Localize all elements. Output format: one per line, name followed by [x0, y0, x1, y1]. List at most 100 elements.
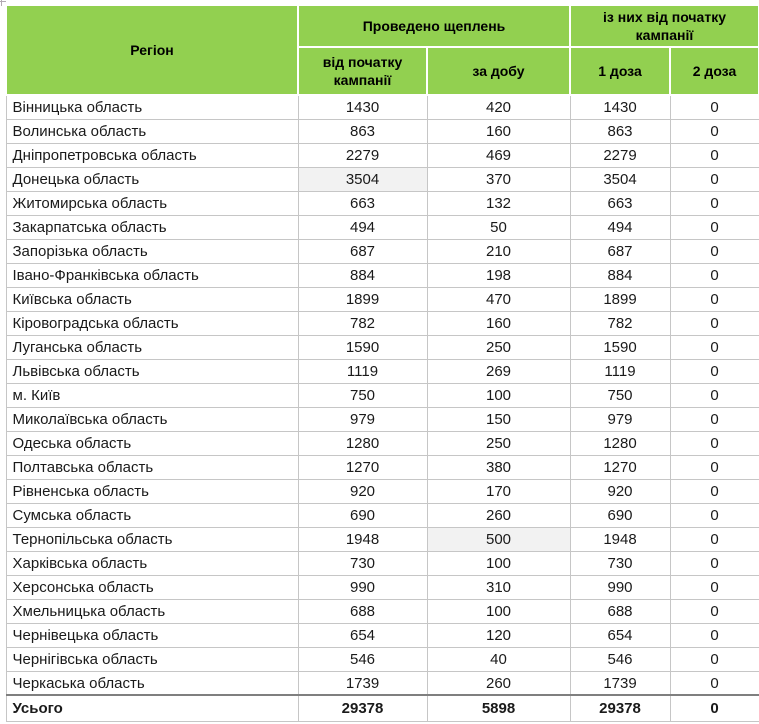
- vaccination-table-container: Регіон Проведено щеплень із них від поча…: [5, 3, 759, 722]
- value-cell-per-day: 260: [426, 502, 571, 528]
- region-cell: Сумська область: [5, 502, 299, 528]
- column-group-since-campaign-start: із них від початку кампанії: [568, 3, 759, 49]
- value-cell-dose-2: 0: [669, 118, 759, 144]
- region-cell: Чернігівська область: [5, 646, 299, 672]
- region-cell: Херсонська область: [5, 574, 299, 600]
- total-row: Усього 29378 5898 29378 0: [5, 694, 759, 722]
- region-cell: Івано-Франківська область: [5, 262, 299, 288]
- value-cell-since-start: 730: [297, 550, 428, 576]
- region-cell: Черкаська область: [5, 670, 299, 696]
- value-cell-since-start: 920: [297, 478, 428, 504]
- region-cell: Полтавська область: [5, 454, 299, 480]
- table-row: Львівська область 1119 269 1119 0: [5, 358, 759, 384]
- column-header-per-day: за добу: [426, 46, 571, 97]
- table-row: Чернігівська область 546 40 546 0: [5, 646, 759, 672]
- value-cell-since-start: 990: [297, 574, 428, 600]
- value-cell-per-day: 170: [426, 478, 571, 504]
- table-row: Полтавська область 1270 380 1270 0: [5, 454, 759, 480]
- header-row-groups: Регіон Проведено щеплень із них від поча…: [5, 3, 759, 97]
- value-cell-dose-2: 0: [669, 286, 759, 312]
- table-row: Волинська область 863 160 863 0: [5, 118, 759, 144]
- value-cell-since-start: 494: [297, 214, 428, 240]
- value-cell-dose-2: 0: [669, 94, 759, 120]
- value-cell-since-start: 690: [297, 502, 428, 528]
- table-row: Закарпатська область 494 50 494 0: [5, 214, 759, 240]
- value-cell-dose-1: 920: [569, 478, 671, 504]
- value-cell-dose-1: 863: [569, 118, 671, 144]
- value-cell-dose-1: 654: [569, 622, 671, 648]
- total-value-dose-1: 29378: [569, 694, 671, 722]
- column-header-dose-1: 1 доза: [569, 46, 671, 97]
- region-cell: Волинська область: [5, 118, 299, 144]
- value-cell-per-day: 470: [426, 286, 571, 312]
- value-cell-per-day: 150: [426, 406, 571, 432]
- value-cell-dose-2: 0: [669, 502, 759, 528]
- table-row: Житомирська область 663 132 663 0: [5, 190, 759, 216]
- region-cell: Миколаївська область: [5, 406, 299, 432]
- table-row: Черкаська область 1739 260 1739 0: [5, 670, 759, 696]
- value-cell-dose-2: 0: [669, 454, 759, 480]
- value-cell-since-start: 2279: [297, 142, 428, 168]
- table-row: Тернопільська область 1948 500 1948 0: [5, 526, 759, 552]
- value-cell-per-day: 132: [426, 190, 571, 216]
- value-cell-since-start: 1280: [297, 430, 428, 456]
- region-cell: Львівська область: [5, 358, 299, 384]
- table-row: Миколаївська область 979 150 979 0: [5, 406, 759, 432]
- region-cell: Донецька область: [5, 166, 299, 192]
- value-cell-dose-1: 1270: [569, 454, 671, 480]
- value-cell-per-day: 120: [426, 622, 571, 648]
- value-cell-since-start: 1739: [297, 670, 428, 696]
- table-row: Вінницька область 1430 420 1430 0: [5, 94, 759, 120]
- value-cell-dose-2: 0: [669, 550, 759, 576]
- value-cell-per-day: 250: [426, 430, 571, 456]
- value-cell-since-start: 654: [297, 622, 428, 648]
- table-row: Київська область 1899 470 1899 0: [5, 286, 759, 312]
- region-cell: Тернопільська область: [5, 526, 299, 552]
- value-cell-dose-1: 1119: [569, 358, 671, 384]
- table-row: Запорізька область 687 210 687 0: [5, 238, 759, 264]
- region-cell: Закарпатська область: [5, 214, 299, 240]
- value-cell-dose-1: 494: [569, 214, 671, 240]
- vaccination-table: Регіон Проведено щеплень із них від поча…: [5, 3, 759, 722]
- value-cell-per-day: 160: [426, 310, 571, 336]
- table-row: Харківська область 730 100 730 0: [5, 550, 759, 576]
- value-cell-dose-1: 990: [569, 574, 671, 600]
- value-cell-per-day: 250: [426, 334, 571, 360]
- value-cell-per-day: 310: [426, 574, 571, 600]
- region-cell: Житомирська область: [5, 190, 299, 216]
- value-cell-since-start: 1590: [297, 334, 428, 360]
- value-cell-dose-1: 1430: [569, 94, 671, 120]
- total-value-per-day: 5898: [426, 694, 571, 722]
- gridline-remnant-vertical: [1, 0, 2, 6]
- value-cell-dose-2: 0: [669, 238, 759, 264]
- region-cell: Харківська область: [5, 550, 299, 576]
- value-cell-dose-1: 782: [569, 310, 671, 336]
- value-cell-per-day: 469: [426, 142, 571, 168]
- value-cell-since-start: 863: [297, 118, 428, 144]
- value-cell-per-day-highlighted: 500: [426, 526, 571, 552]
- value-cell-per-day: 100: [426, 550, 571, 576]
- value-cell-dose-2: 0: [669, 358, 759, 384]
- value-cell-dose-1: 687: [569, 238, 671, 264]
- region-cell: Чернівецька область: [5, 622, 299, 648]
- table-row: Одеська область 1280 250 1280 0: [5, 430, 759, 456]
- value-cell-dose-1: 1280: [569, 430, 671, 456]
- value-cell-dose-2: 0: [669, 670, 759, 696]
- value-cell-dose-2: 0: [669, 406, 759, 432]
- value-cell-dose-2: 0: [669, 574, 759, 600]
- value-cell-per-day: 370: [426, 166, 571, 192]
- value-cell-per-day: 260: [426, 670, 571, 696]
- table-row: Сумська область 690 260 690 0: [5, 502, 759, 528]
- value-cell-since-start: 979: [297, 406, 428, 432]
- table-row: Херсонська область 990 310 990 0: [5, 574, 759, 600]
- value-cell-dose-2: 0: [669, 622, 759, 648]
- region-cell: Хмельницька область: [5, 598, 299, 624]
- region-cell: м. Київ: [5, 382, 299, 408]
- value-cell-since-start: 884: [297, 262, 428, 288]
- column-header-region: Регіон: [5, 3, 299, 97]
- region-cell: Рівненська область: [5, 478, 299, 504]
- value-cell-dose-2: 0: [669, 526, 759, 552]
- value-cell-since-start: 750: [297, 382, 428, 408]
- value-cell-per-day: 380: [426, 454, 571, 480]
- region-cell: Київська область: [5, 286, 299, 312]
